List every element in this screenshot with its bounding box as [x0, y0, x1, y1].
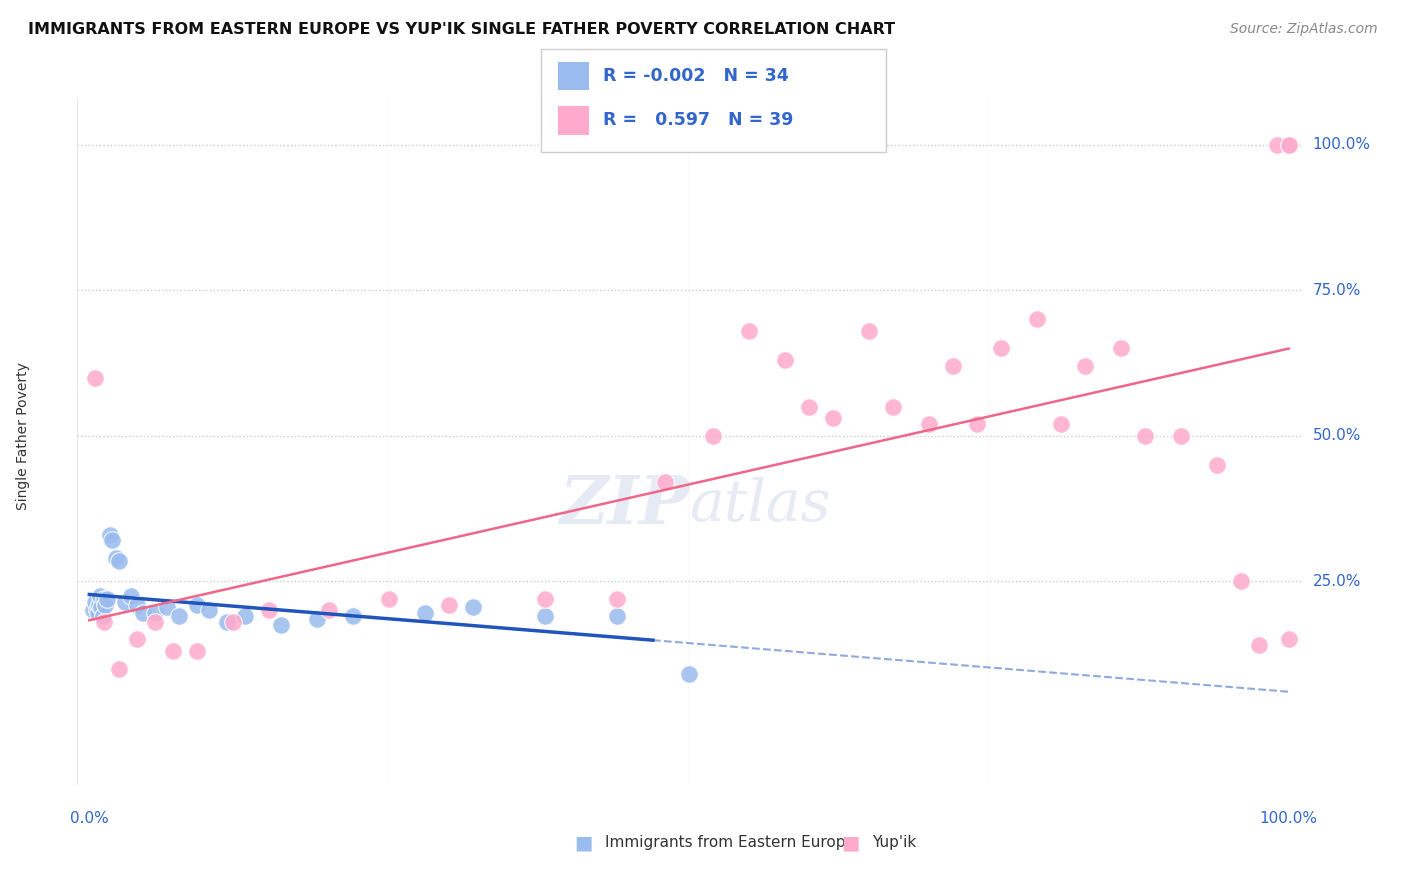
Point [1170, 428, 1192, 442]
Point [1277, 632, 1299, 647]
Point [1025, 312, 1047, 326]
Point [738, 324, 761, 338]
Point [198, 603, 221, 617]
Point [606, 609, 628, 624]
Point [654, 475, 676, 490]
Point [461, 600, 484, 615]
Point [104, 551, 127, 566]
Point [342, 609, 364, 624]
Point [91, 609, 114, 624]
Point [108, 661, 131, 675]
Point [1109, 342, 1132, 356]
Point [93, 615, 115, 629]
Point [93, 591, 115, 606]
Text: ZIP: ZIP [560, 473, 689, 538]
Point [217, 615, 239, 629]
Text: ■: ■ [574, 833, 593, 853]
Point [108, 554, 131, 568]
Point [966, 417, 988, 431]
Text: 50.0%: 50.0% [1313, 428, 1361, 443]
Text: 100.0%: 100.0% [1313, 137, 1371, 153]
Point [1133, 428, 1156, 442]
Point [186, 598, 208, 612]
Point [94, 598, 117, 612]
Point [132, 607, 155, 621]
Point [318, 603, 340, 617]
Point [797, 400, 820, 414]
Point [127, 632, 149, 647]
Point [86, 607, 108, 621]
Point [1247, 638, 1270, 652]
Point [534, 591, 557, 606]
Point [186, 644, 208, 658]
Point [882, 400, 904, 414]
Point [1073, 359, 1095, 373]
Point [257, 603, 280, 617]
Point [84, 370, 107, 384]
Text: Yup'ik: Yup'ik [872, 836, 915, 850]
Text: R = -0.002   N = 34: R = -0.002 N = 34 [603, 67, 789, 85]
Text: 100.0%: 100.0% [1260, 811, 1317, 826]
Point [162, 644, 184, 658]
Text: IMMIGRANTS FROM EASTERN EUROPE VS YUP'IK SINGLE FATHER POVERTY CORRELATION CHART: IMMIGRANTS FROM EASTERN EUROPE VS YUP'IK… [28, 22, 896, 37]
Point [114, 594, 136, 608]
Point [169, 609, 191, 624]
Point [606, 591, 628, 606]
Point [120, 589, 142, 603]
Point [942, 359, 965, 373]
Point [773, 353, 796, 368]
Text: Source: ZipAtlas.com: Source: ZipAtlas.com [1230, 22, 1378, 37]
Point [86, 603, 108, 617]
Point [222, 615, 245, 629]
Point [82, 603, 104, 617]
Text: Immigrants from Eastern Europe: Immigrants from Eastern Europe [605, 836, 855, 850]
Point [1277, 137, 1299, 152]
Point [233, 609, 256, 624]
Text: R =   0.597   N = 39: R = 0.597 N = 39 [603, 112, 793, 129]
Text: Single Father Poverty: Single Father Poverty [17, 362, 31, 509]
Point [98, 527, 121, 541]
Point [1049, 417, 1071, 431]
Text: 0.0%: 0.0% [70, 811, 108, 826]
Point [143, 607, 166, 621]
Point [127, 598, 149, 612]
Point [1277, 137, 1299, 152]
Point [918, 417, 941, 431]
Point [534, 609, 557, 624]
Point [821, 411, 844, 425]
Point [87, 598, 110, 612]
Point [101, 533, 124, 548]
Point [90, 600, 112, 615]
Point [307, 612, 329, 626]
Text: atlas: atlas [689, 477, 831, 533]
Point [96, 591, 118, 606]
Text: 25.0%: 25.0% [1313, 574, 1361, 589]
Point [270, 618, 292, 632]
Point [143, 615, 166, 629]
Point [156, 600, 179, 615]
Point [437, 598, 460, 612]
Point [1205, 458, 1227, 472]
Point [378, 591, 401, 606]
Text: 75.0%: 75.0% [1313, 283, 1361, 298]
Point [413, 607, 436, 621]
Point [1265, 137, 1288, 152]
Point [84, 594, 107, 608]
Point [990, 342, 1012, 356]
Point [1229, 574, 1251, 589]
Point [702, 428, 724, 442]
Text: ■: ■ [841, 833, 860, 853]
Point [89, 589, 111, 603]
Point [678, 667, 700, 681]
Point [858, 324, 880, 338]
